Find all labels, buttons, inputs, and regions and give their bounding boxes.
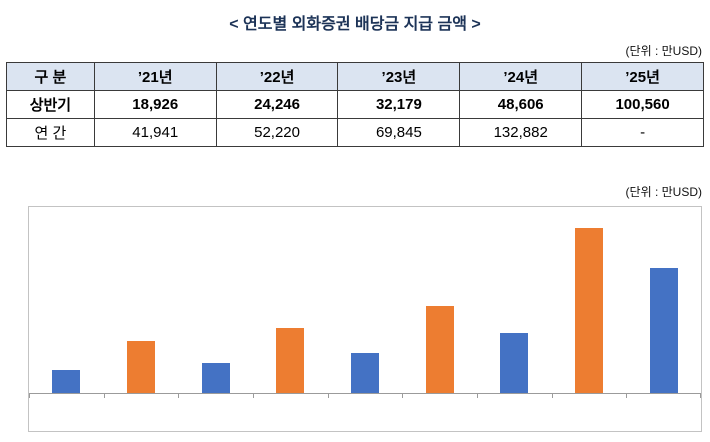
table-header-row: 구 분 ’21년 ’22년 ’23년 ’24년 ’25년 [6,62,704,91]
axis-tick [327,394,329,398]
table-header-year-25: ’25년 [581,62,704,91]
chart-axis-ticks [29,394,701,400]
table-header-year-22: ’22년 [215,62,339,91]
chart-bar [649,268,678,393]
axis-tick [626,394,628,398]
table-row-annual: 연 간 41,941 52,220 69,845 132,882 - [6,118,704,147]
table-unit-label: (단위 : 만USD) [625,44,702,58]
chart-bar [276,328,305,393]
row-label-first-half: 상반기 [6,90,95,119]
axis-tick [178,394,180,398]
axis-tick [103,394,105,398]
page: < 연도별 외화증권 배당금 지급 금액 > (단위 : 만USD) 구 분 ’… [6,16,704,432]
table-cell: 24,246 [215,90,339,119]
axis-tick [252,394,254,398]
chart-bar [201,362,230,393]
axis-tick [402,394,404,398]
chart-bar [500,332,529,393]
chart-bar [52,369,81,393]
chart-bar [574,228,603,393]
axis-tick [29,394,30,398]
table-cell: 41,941 [93,118,217,147]
chart-bar [126,341,155,393]
chart-bar [425,306,454,393]
table-cell: 132,882 [459,118,583,147]
table-cell: 32,179 [337,90,461,119]
axis-tick [700,394,701,398]
row-label-annual: 연 간 [6,118,95,147]
axis-tick [476,394,478,398]
chart-unit-label: (단위 : 만USD) [625,185,702,199]
table-header-year-24: ’24년 [459,62,583,91]
axis-tick [551,394,553,398]
table-cell: - [581,118,704,147]
page-title: < 연도별 외화증권 배당금 지급 금액 > [229,16,481,33]
table-cell: 48,606 [459,90,583,119]
table-header-category: 구 분 [6,62,95,91]
chart-bar [350,353,379,393]
dividend-table: 구 분 ’21년 ’22년 ’23년 ’24년 ’25년 상반기 18,926 … [6,62,704,147]
table-cell: 69,845 [337,118,461,147]
table-cell: 18,926 [93,90,217,119]
table-cell: 100,560 [581,90,704,119]
bar-chart [28,206,702,432]
table-header-year-21: ’21년 [93,62,217,91]
table-cell: 52,220 [215,118,339,147]
table-row-first-half: 상반기 18,926 24,246 32,179 48,606 100,560 [6,90,704,119]
chart-plot-area [29,207,701,394]
table-header-year-23: ’23년 [337,62,461,91]
